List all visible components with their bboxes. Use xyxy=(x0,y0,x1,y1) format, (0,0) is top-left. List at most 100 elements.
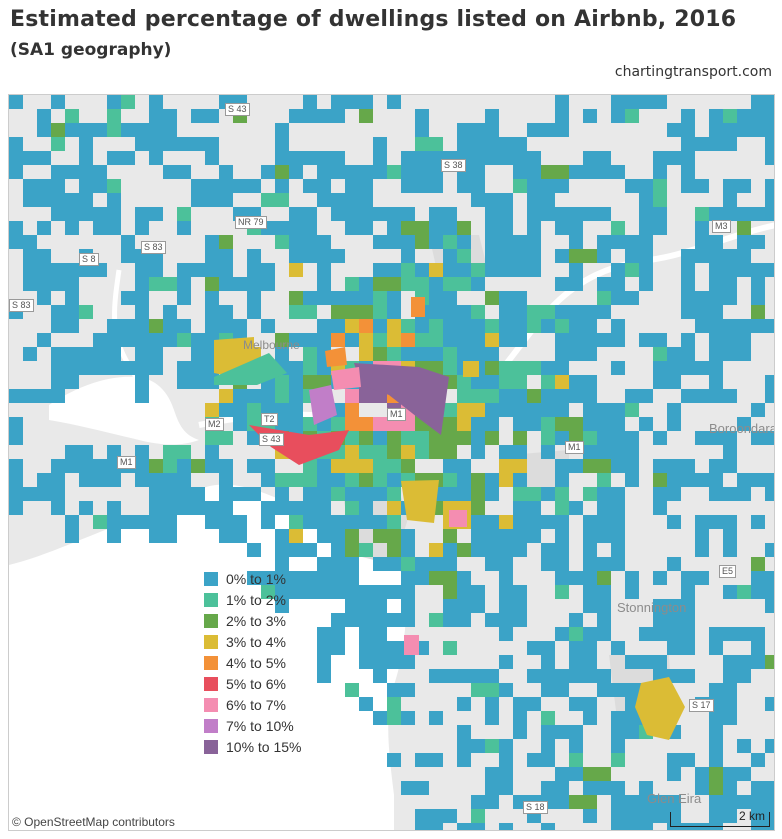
sa1-cell xyxy=(569,221,583,249)
sa1-cell xyxy=(681,473,709,487)
sa1-cell xyxy=(471,431,485,445)
sa1-cell xyxy=(331,613,345,627)
sa1-cell xyxy=(443,249,457,263)
sa1-cell xyxy=(345,291,359,305)
sa1-cell xyxy=(611,809,625,823)
sa1-cell xyxy=(373,459,401,473)
sa1-cell xyxy=(345,431,359,445)
sa1-cell xyxy=(527,753,541,767)
sa1-cell xyxy=(401,165,415,179)
sa1-cell xyxy=(149,459,163,473)
sa1-cell xyxy=(541,739,555,753)
sa1-cell xyxy=(625,95,653,109)
sa1-cell xyxy=(163,459,177,473)
road-shield: NR 79 xyxy=(235,216,267,229)
sa1-cell xyxy=(247,487,261,501)
sa1-cell xyxy=(527,235,541,249)
sa1-cell xyxy=(541,669,569,697)
sa1-cell xyxy=(751,235,765,249)
sa1-cell xyxy=(583,585,597,599)
sa1-cell xyxy=(37,109,51,137)
sa1-cell xyxy=(499,767,513,781)
sa1-cell xyxy=(765,137,774,165)
sa1-cell xyxy=(191,263,205,277)
sa1-cell xyxy=(163,501,177,515)
sa1-cell xyxy=(555,571,569,585)
sa1-cell xyxy=(373,473,387,487)
sa1-cell xyxy=(597,151,611,165)
district-area xyxy=(354,363,449,435)
source-label[interactable]: chartingtransport.com xyxy=(614,64,772,80)
sa1-cell xyxy=(107,501,121,515)
sa1-cell xyxy=(625,179,639,193)
sa1-cell xyxy=(443,277,471,291)
sa1-cell xyxy=(303,179,317,193)
sa1-cell xyxy=(345,333,359,347)
sa1-cell xyxy=(149,319,163,333)
sa1-cell xyxy=(667,417,681,431)
sa1-cell xyxy=(723,123,737,151)
sa1-cell xyxy=(345,459,359,473)
sa1-cell xyxy=(751,291,765,305)
sa1-cell xyxy=(415,823,429,830)
sa1-cell xyxy=(93,165,107,179)
sa1-cell xyxy=(135,207,149,235)
sa1-cell xyxy=(247,459,275,473)
sa1-cell xyxy=(387,277,401,291)
sa1-cell xyxy=(443,599,457,627)
sa1-cell xyxy=(499,305,513,319)
sa1-cell xyxy=(373,613,387,627)
sa1-cell xyxy=(499,529,513,543)
sa1-cell xyxy=(37,291,51,305)
sa1-cell xyxy=(23,487,37,501)
sa1-cell xyxy=(317,627,331,655)
sa1-cell xyxy=(681,333,695,361)
map-canvas[interactable] xyxy=(9,95,775,831)
sa1-cell xyxy=(485,235,499,263)
sa1-cell xyxy=(639,417,653,431)
sa1-cell xyxy=(695,221,709,235)
choropleth-map[interactable]: Melbourne Stonnington Glen Eira Boroonda… xyxy=(8,94,775,831)
sa1-cell xyxy=(359,613,373,627)
sa1-cell xyxy=(555,179,569,193)
sa1-cell xyxy=(443,361,457,375)
sa1-cell xyxy=(317,375,331,389)
sa1-cell xyxy=(471,305,485,319)
sa1-cell xyxy=(597,291,611,305)
sa1-cell xyxy=(485,291,499,305)
sa1-cell xyxy=(709,123,723,137)
sa1-cell xyxy=(317,655,331,683)
sa1-cell xyxy=(79,263,107,277)
sa1-cell xyxy=(149,137,177,151)
sa1-cell xyxy=(681,249,695,277)
sa1-cell xyxy=(149,361,163,375)
sa1-cell xyxy=(289,263,303,277)
legend-swatch xyxy=(204,739,218,754)
road-shield: S 43 xyxy=(259,433,284,446)
sa1-cell xyxy=(625,263,639,277)
sa1-cell xyxy=(499,221,513,235)
sa1-cell xyxy=(317,249,331,277)
road-shield: S 83 xyxy=(141,241,166,254)
sa1-cell xyxy=(317,529,331,543)
sa1-cell xyxy=(51,137,65,151)
sa1-cell xyxy=(65,515,79,543)
sa1-cell xyxy=(611,795,639,809)
sa1-cell xyxy=(569,795,597,809)
sa1-cell xyxy=(765,375,774,403)
sa1-cell xyxy=(359,95,373,109)
sa1-cell xyxy=(583,207,597,221)
sa1-cell xyxy=(401,207,415,221)
sa1-cell xyxy=(303,487,317,501)
sa1-cell xyxy=(569,277,583,291)
sa1-cell xyxy=(513,585,527,599)
osm-attribution[interactable]: © OpenStreetMap contributors xyxy=(12,815,175,829)
sa1-cell xyxy=(9,487,23,515)
sa1-cell xyxy=(331,207,345,221)
sa1-cell xyxy=(653,473,667,487)
sa1-cell xyxy=(429,571,443,585)
sa1-cell xyxy=(527,361,541,375)
place-label-glen-eira: Glen Eira xyxy=(647,791,702,806)
sa1-cell xyxy=(513,473,527,487)
sa1-cell xyxy=(205,445,219,459)
